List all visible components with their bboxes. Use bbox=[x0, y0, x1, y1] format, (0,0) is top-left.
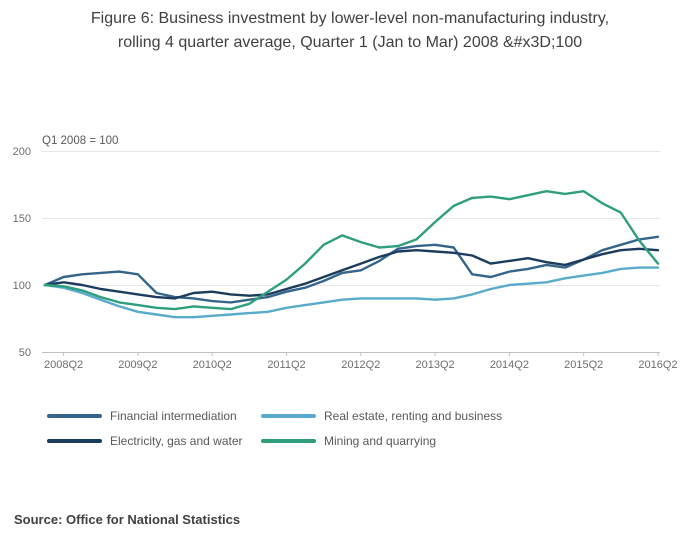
svg-text:2009Q2: 2009Q2 bbox=[118, 359, 157, 371]
legend-item-mining-quarrying: Mining and quarrying bbox=[261, 433, 502, 448]
legend-label-real-estate: Real estate, renting and business bbox=[324, 408, 503, 423]
chart-title-line2: rolling 4 quarter average, Quarter 1 (Ja… bbox=[117, 34, 583, 51]
svg-text:2012Q2: 2012Q2 bbox=[341, 359, 380, 371]
svg-text:2014Q2: 2014Q2 bbox=[490, 359, 529, 371]
svg-text:50: 50 bbox=[19, 347, 31, 359]
svg-text:Q1 2008 = 100: Q1 2008 = 100 bbox=[42, 135, 118, 147]
legend-swatch-financial-intermediation bbox=[47, 413, 102, 418]
svg-text:150: 150 bbox=[13, 213, 31, 225]
legend-item-financial-intermediation: Financial intermediation bbox=[47, 408, 261, 423]
legend-item-real-estate: Real estate, renting and business bbox=[261, 408, 502, 423]
svg-text:200: 200 bbox=[13, 146, 31, 158]
legend-item-electricity-gas-water: Electricity, gas and water bbox=[47, 433, 261, 448]
svg-text:2013Q2: 2013Q2 bbox=[416, 359, 455, 371]
svg-text:2010Q2: 2010Q2 bbox=[193, 359, 232, 371]
svg-text:2008Q2: 2008Q2 bbox=[44, 359, 83, 371]
chart-legend: Financial intermediation Real estate, re… bbox=[47, 408, 502, 448]
svg-text:2016Q2: 2016Q2 bbox=[638, 359, 677, 371]
chart-title: Figure 6: Business investment by lower-l… bbox=[0, 7, 700, 55]
legend-swatch-real-estate bbox=[261, 413, 316, 418]
chart-title-line1: Figure 6: Business investment by lower-l… bbox=[90, 10, 610, 27]
legend-swatch-mining-quarrying bbox=[261, 438, 316, 443]
legend-label-electricity-gas-water: Electricity, gas and water bbox=[110, 433, 243, 448]
svg-text:2015Q2: 2015Q2 bbox=[564, 359, 603, 371]
legend-swatch-electricity-gas-water bbox=[47, 438, 102, 443]
svg-text:100: 100 bbox=[13, 280, 31, 292]
source-note: Source: Office for National Statistics bbox=[14, 512, 241, 527]
legend-label-financial-intermediation: Financial intermediation bbox=[110, 408, 237, 423]
svg-text:2011Q2: 2011Q2 bbox=[267, 359, 305, 371]
legend-label-mining-quarrying: Mining and quarrying bbox=[324, 433, 437, 448]
